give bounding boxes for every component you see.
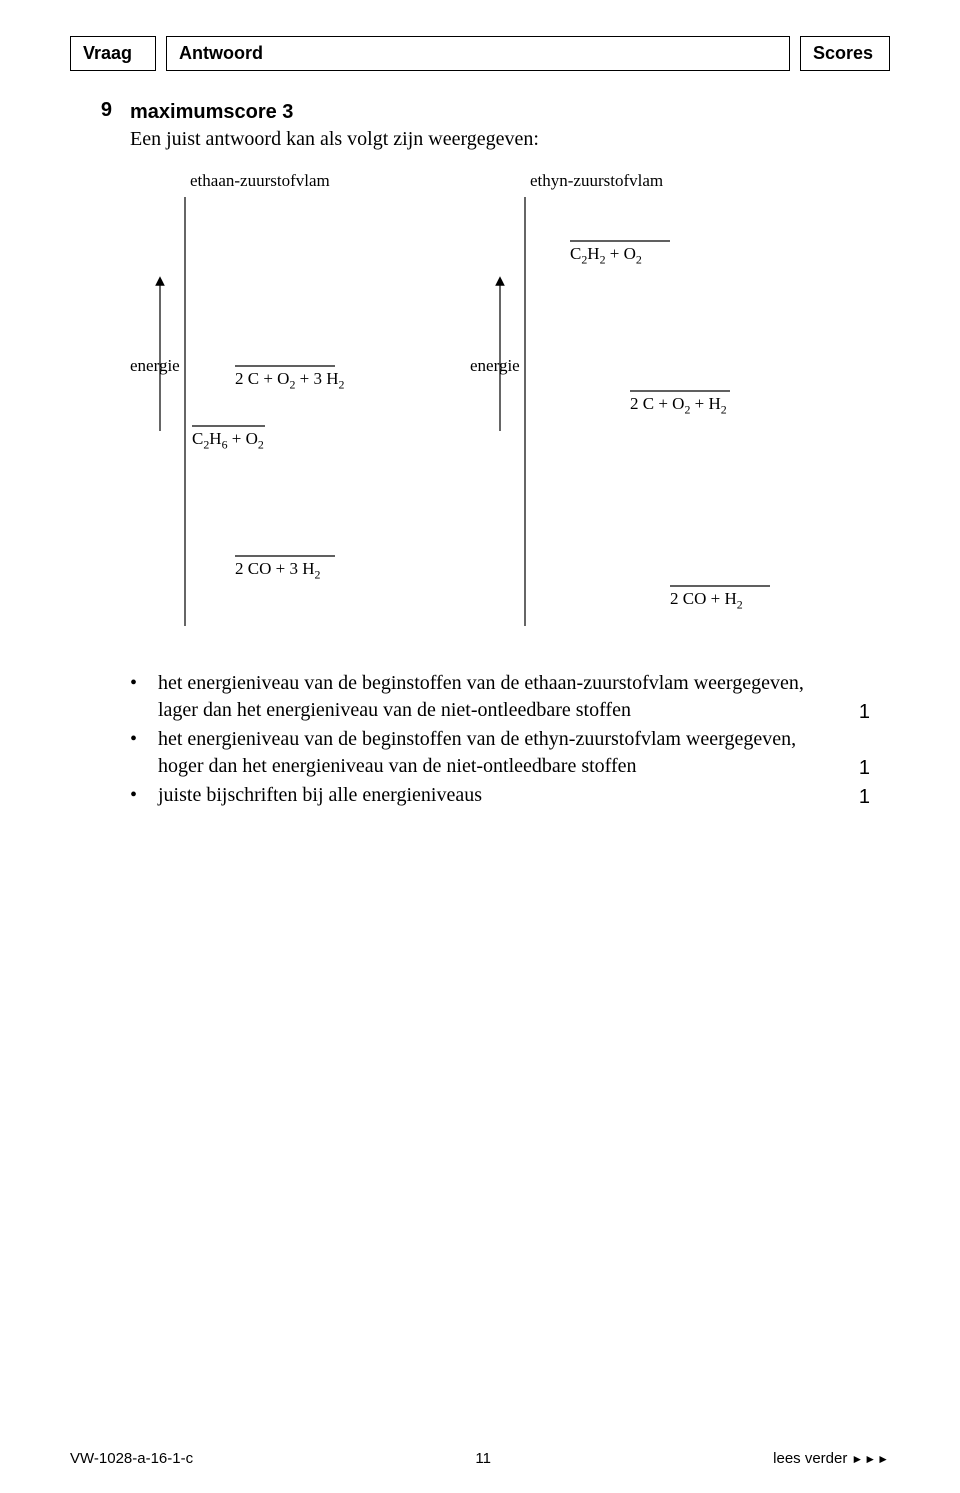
question-number: 9 bbox=[82, 99, 112, 122]
bullet-row: • het energieniveau van de beginstoffen … bbox=[130, 670, 870, 724]
diagram-right-start-label: C2H2 + O2 bbox=[570, 244, 720, 266]
scoring-bullets: • het energieniveau van de beginstoffen … bbox=[130, 670, 870, 809]
bullet-score: 1 bbox=[840, 757, 870, 780]
header-vraag: Vraag bbox=[70, 36, 156, 71]
bullet-row: • juiste bijschriften bij alle energieni… bbox=[130, 782, 870, 809]
bullet-text: juiste bijschriften bij alle energienive… bbox=[158, 782, 826, 809]
question-row: 9 maximumscore 3 Een juist antwoord kan … bbox=[82, 99, 890, 153]
footer-continue-text: lees verder bbox=[773, 1450, 847, 1467]
bullet-score: 1 bbox=[840, 786, 870, 809]
diagram-left-title: ethaan-zuurstofvlam bbox=[190, 171, 390, 191]
footer: VW-1028-a-16-1-c 11 lees verder ►►► bbox=[70, 1450, 890, 1467]
header-row: Vraag Antwoord Scores bbox=[70, 36, 890, 71]
bullet-text: het energieniveau van de beginstoffen va… bbox=[158, 670, 826, 724]
question-intro: Een juist antwoord kan als volgt zijn we… bbox=[130, 128, 539, 150]
diagram-left-mid-label: 2 C + O2 + 3 H2 bbox=[235, 369, 385, 391]
header-scores: Scores bbox=[800, 36, 890, 71]
bullet-dot: • bbox=[130, 670, 144, 697]
diagram-left-end-label: 2 CO + 3 H2 bbox=[235, 559, 385, 581]
diagram-right-title: ethyn-zuurstofvlam bbox=[530, 171, 730, 191]
question-body: maximumscore 3 Een juist antwoord kan al… bbox=[130, 99, 890, 153]
maximumscore-label: maximumscore 3 bbox=[130, 101, 293, 123]
footer-continue: lees verder ►►► bbox=[773, 1450, 890, 1467]
bullet-text: het energieniveau van de beginstoffen va… bbox=[158, 726, 826, 780]
diagram-right-mid-label: 2 C + O2 + H2 bbox=[630, 394, 780, 416]
energy-diagram-svg: ethaan-zuurstofvlam energie 2 C + O2 + 3… bbox=[130, 171, 870, 641]
diagram-right-axis-label: energie bbox=[470, 356, 525, 376]
diagram-left-axis-label: energie bbox=[130, 356, 185, 376]
footer-arrows-icon: ►►► bbox=[851, 1452, 890, 1466]
footer-code: VW-1028-a-16-1-c bbox=[70, 1450, 193, 1467]
page: Vraag Antwoord Scores 9 maximumscore 3 E… bbox=[0, 0, 960, 1493]
diagram-left-start-label: C2H6 + O2 bbox=[192, 429, 312, 451]
bullet-dot: • bbox=[130, 782, 144, 809]
diagram-right-end-label: 2 CO + H2 bbox=[670, 589, 820, 611]
footer-page-number: 11 bbox=[475, 1450, 491, 1467]
bullet-score: 1 bbox=[840, 701, 870, 724]
bullet-row: • het energieniveau van de beginstoffen … bbox=[130, 726, 870, 780]
bullet-dot: • bbox=[130, 726, 144, 753]
energy-diagram: ethaan-zuurstofvlam energie 2 C + O2 + 3… bbox=[130, 171, 890, 646]
header-antwoord: Antwoord bbox=[166, 36, 790, 71]
